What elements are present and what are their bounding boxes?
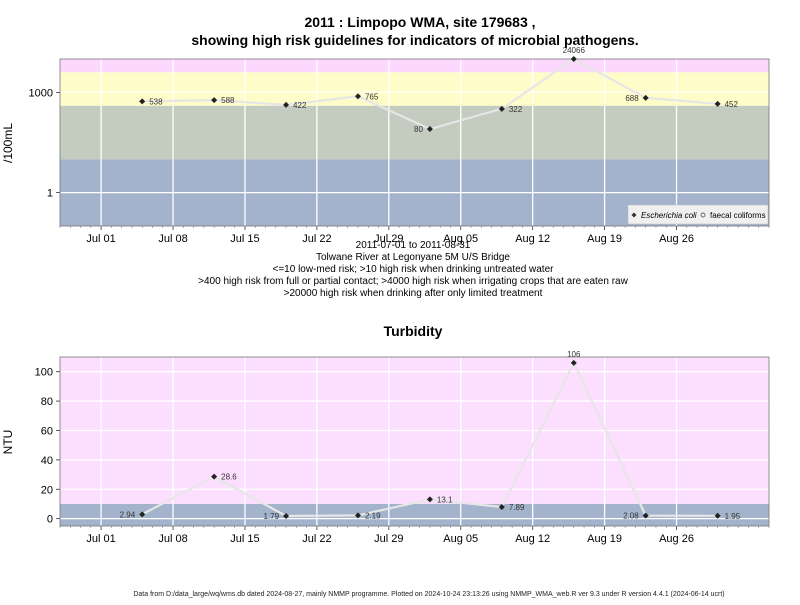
c1-xtick-label-6: Aug 12 <box>515 233 550 245</box>
c1-xtick-label-2: Jul 15 <box>230 233 259 245</box>
c2-xtick-label-8: Aug 26 <box>659 533 694 545</box>
c2-point-4 <box>426 496 433 503</box>
c1-point-3 <box>354 93 361 100</box>
c2-data-label-6: 106 <box>567 350 581 359</box>
caption-risk-2: >400 high risk from full or partial cont… <box>198 276 628 287</box>
c2-data-label-0: 2.94 <box>120 510 136 519</box>
c1-point-2 <box>283 101 290 108</box>
c1-point-8 <box>714 100 721 107</box>
chart2-y-axis: 0 20 40 60 80 100 <box>35 367 60 526</box>
c2-data-label-5: 7.89 <box>509 503 525 512</box>
chart1-legend: Escherichia coli faecal coliforms <box>627 204 769 225</box>
c1-data-label-2: 422 <box>293 101 307 110</box>
c2-xtick-label-6: Aug 12 <box>515 533 550 545</box>
c1-data-label-7: 688 <box>625 94 639 103</box>
c1-band-3 <box>60 59 769 73</box>
c2-data-label-4: 13.1 <box>437 495 453 504</box>
c1-point-5 <box>498 105 505 112</box>
c2-data-label-8: 1.95 <box>725 512 741 521</box>
chart1-y-axis: 1 1000 <box>29 87 60 200</box>
chart1-series: 538 588 422 765 80 322 24066 688 452 <box>139 46 739 134</box>
c1-data-label-5: 322 <box>509 105 523 114</box>
c2-point-2 <box>283 513 290 520</box>
c2-xtick-label-3: Jul 22 <box>302 533 331 545</box>
c1-data-label-8: 452 <box>725 100 739 109</box>
c1-data-label-4: 80 <box>414 125 423 134</box>
caption-site-name: Tolwane River at Legonyane 5M U/S Bridge <box>316 252 510 263</box>
chart1-y-label: /100mL <box>1 123 15 163</box>
c2-point-5 <box>498 504 505 511</box>
c2-point-7 <box>642 512 649 519</box>
chart1-subtitle: showing high risk guidelines for indicat… <box>191 32 638 48</box>
c1-point-6 <box>570 56 577 62</box>
c1-xtick-label-0: Jul 01 <box>86 233 115 245</box>
c2-ytick-label-5: 100 <box>35 367 53 379</box>
chart1-x-axis: Jul 01 Jul 08 Jul 15 Jul 22 Jul 29 Aug 05 Aug … <box>59 226 770 245</box>
c2-data-label-1: 28.6 <box>221 473 237 482</box>
chart1-plot-frame <box>59 58 770 227</box>
chart2-title: Turbidity <box>384 323 443 339</box>
c1-xtick-label-1: Jul 08 <box>158 233 187 245</box>
c2-point-6 <box>570 359 577 366</box>
chart2-series: 2.94 28.6 1.79 2.19 13.1 7.89 106 2.08 1.95 <box>120 350 741 521</box>
c2-point-3 <box>354 512 361 519</box>
c1-point-0 <box>139 98 146 105</box>
legend-ecoli-label: Escherichia coli <box>641 211 697 220</box>
caption-risk-3: >20000 high risk when drinking after onl… <box>284 288 543 299</box>
chart2-grid <box>60 357 769 526</box>
c2-xtick-label-1: Jul 08 <box>158 533 187 545</box>
c2-xtick-label-5: Aug 05 <box>443 533 478 545</box>
c1-xtick-label-4: Jul 29 <box>374 233 403 245</box>
c1-data-label-3: 765 <box>365 92 379 101</box>
c1-point-7 <box>642 94 649 101</box>
c2-ytick-label-1: 20 <box>41 484 53 496</box>
chart2-x-axis: Jul 01 Jul 08 Jul 15 Jul 22 Jul 29 Aug 05 Aug … <box>59 526 770 545</box>
footer-note: Data from D:/data_large/wq/wms.db dated … <box>133 591 724 598</box>
c2-data-label-7: 2.08 <box>623 512 639 521</box>
caption-date-range: 2011-07-01 to 2011-08-31 <box>356 240 471 251</box>
c2-xtick-label-4: Jul 29 <box>374 533 403 545</box>
c2-point-0 <box>139 511 146 518</box>
c1-band-1 <box>60 105 769 160</box>
caption-risk-1: <=10 low-med risk; >10 high risk when dr… <box>273 264 555 275</box>
c1-data-label-0: 538 <box>149 97 163 106</box>
c2-xtick-label-7: Aug 19 <box>587 533 622 545</box>
c1-point-4 <box>426 126 433 133</box>
c2-point-8 <box>714 512 721 519</box>
c1-xtick-label-7: Aug 19 <box>587 233 622 245</box>
c2-ytick-label-3: 60 <box>41 425 53 437</box>
c2-data-label-2: 1.79 <box>263 512 279 521</box>
c1-xtick-label-3: Jul 22 <box>302 233 331 245</box>
c1-ytick-label-1: 1000 <box>29 87 53 99</box>
c2-ytick-label-4: 80 <box>41 396 53 408</box>
legend-faecal-label: faecal coliforms <box>710 211 766 220</box>
c1-point-1 <box>211 97 218 104</box>
chart2-y-label: NTU <box>1 430 15 455</box>
chart2-plot-frame <box>59 356 770 527</box>
chart1-bands <box>60 59 769 226</box>
c2-data-label-3: 2.19 <box>365 511 381 520</box>
legend-faecal-marker <box>700 212 706 218</box>
c1-ytick-label-0: 1 <box>47 188 53 200</box>
c1-xtick-label-8: Aug 26 <box>659 233 694 245</box>
legend-ecoli-marker <box>631 212 637 218</box>
chart1-grid <box>60 59 769 226</box>
c2-ytick-label-0: 0 <box>47 514 53 526</box>
c1-data-label-6: 24066 <box>563 46 586 55</box>
c1-xtick-label-5: Aug 05 <box>443 233 478 245</box>
c2-band-0 <box>60 503 769 526</box>
c2-xtick-label-0: Jul 01 <box>86 533 115 545</box>
chart1-title: 2011 : Limpopo WMA, site 179683 , <box>304 14 535 30</box>
c2-xtick-label-2: Jul 15 <box>230 533 259 545</box>
c2-point-1 <box>211 473 218 480</box>
c2-ytick-label-2: 40 <box>41 455 53 467</box>
c1-data-label-1: 588 <box>221 96 235 105</box>
